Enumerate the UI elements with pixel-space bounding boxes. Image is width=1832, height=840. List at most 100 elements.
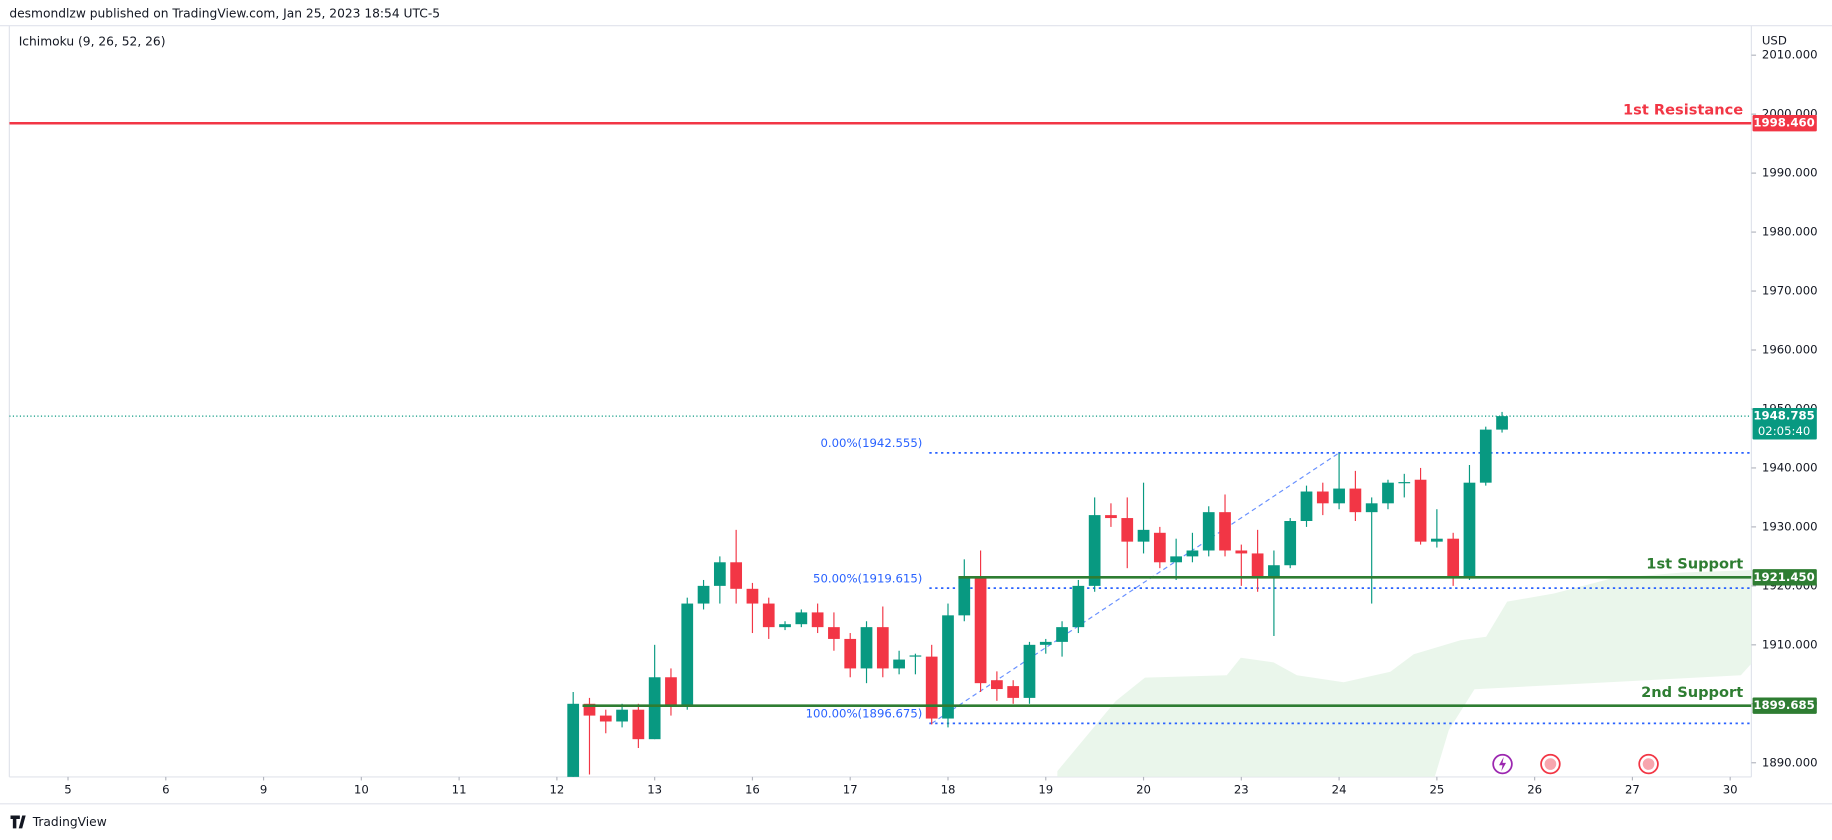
- level-name: 1st Resistance: [1623, 101, 1743, 118]
- price-badge: [1752, 697, 1817, 714]
- candle-body: [1072, 585, 1085, 628]
- price-badge: [1752, 115, 1817, 132]
- plot-area: [9, 121, 1752, 777]
- y-tick-label: 2010.000: [1762, 48, 1818, 62]
- candle-body: [1447, 538, 1460, 578]
- candle-body: [1333, 488, 1345, 504]
- x-tick-label: 20: [1136, 782, 1151, 796]
- candle-body: [1153, 532, 1166, 563]
- candle-body: [1284, 521, 1297, 566]
- candle-body: [713, 562, 726, 586]
- level-name: 1st Support: [1646, 555, 1743, 572]
- candle-body: [567, 703, 580, 777]
- header: desmondlzw published on TradingView.com,…: [9, 7, 440, 21]
- x-tick-label: 16: [745, 782, 760, 796]
- x-tick-label: 26: [1527, 782, 1542, 796]
- x-tick-label: 25: [1429, 782, 1444, 796]
- candle-body: [925, 656, 938, 719]
- candle-body: [828, 627, 840, 639]
- candle-body: [1251, 553, 1264, 578]
- event-icon-glyph: [1499, 757, 1507, 772]
- x-tick-label: 27: [1625, 782, 1640, 796]
- candle-body: [1105, 515, 1117, 519]
- x-tick-label: 13: [647, 782, 662, 796]
- x-tick-label: 5: [64, 782, 71, 796]
- candle-body: [909, 655, 922, 657]
- candle-body: [599, 715, 612, 722]
- candle-body: [1121, 518, 1134, 542]
- indicator-label: Ichimoku (9, 26, 52, 26): [19, 35, 166, 49]
- price-badge-label: 1921.450: [1753, 570, 1814, 584]
- candle-body: [665, 677, 677, 707]
- price-badge-label: 1998.460: [1753, 116, 1814, 130]
- y-tick-label: 1970.000: [1762, 284, 1818, 298]
- candle-body: [1365, 503, 1378, 513]
- fib-label: 100.00%(1896.675): [806, 707, 923, 721]
- candle-body: [991, 680, 1003, 690]
- event-icons: [1492, 753, 1659, 775]
- level-name: 2nd Support: [1641, 684, 1743, 701]
- candle-body: [1414, 479, 1427, 542]
- ichimoku-cloud: [1057, 570, 1752, 777]
- candle-body: [730, 562, 743, 589]
- x-tick-label: 23: [1234, 782, 1249, 796]
- candle-body: [893, 659, 905, 669]
- candle-body: [876, 627, 889, 669]
- fib-label: 0.00%(1942.555): [820, 436, 922, 450]
- candle-body: [1496, 416, 1508, 430]
- candle-body: [1088, 515, 1101, 586]
- candle-body: [1170, 556, 1183, 563]
- y-tick-label: 1980.000: [1762, 225, 1818, 239]
- x-tick-label: 10: [354, 782, 369, 796]
- x-tick-label: 19: [1038, 782, 1053, 796]
- fib-label: 50.00%(1919.615): [813, 571, 922, 585]
- candle-body: [1219, 512, 1231, 551]
- candle-body: [1349, 488, 1362, 513]
- brand: TradingView: [32, 815, 107, 829]
- candle-body: [811, 612, 824, 628]
- candle-body: [844, 638, 857, 669]
- candle-body: [1023, 644, 1036, 698]
- price-badge: [1752, 569, 1817, 586]
- y-tick-label: 1990.000: [1762, 166, 1818, 180]
- cloud-area: [1057, 570, 1752, 777]
- x-tick-label: 24: [1332, 782, 1347, 796]
- candle-body: [974, 577, 987, 684]
- candle-body: [1007, 686, 1020, 698]
- candle-body: [632, 709, 645, 740]
- candle-body: [1316, 491, 1329, 504]
- candle-body: [648, 677, 661, 740]
- candle-body: [1431, 538, 1443, 542]
- candle-body: [1382, 482, 1394, 504]
- candle-body: [1268, 565, 1280, 578]
- candle-body: [942, 615, 954, 719]
- candle-body: [1479, 429, 1492, 483]
- event-icon-flag: [1642, 758, 1655, 770]
- price-badge-label: 1899.685: [1753, 698, 1814, 712]
- candle-body: [779, 624, 791, 628]
- candle-body: [681, 603, 694, 707]
- currency: USD: [1762, 33, 1787, 47]
- last-price-label: 1948.785: [1753, 409, 1814, 423]
- x-tick-label: 18: [941, 782, 956, 796]
- candle-body: [1398, 482, 1411, 484]
- x-tick-label: 9: [260, 782, 267, 796]
- y-tick-label: 1890.000: [1762, 755, 1818, 769]
- candle-body: [616, 709, 628, 722]
- last-price-badge: [1752, 407, 1817, 440]
- x-tick-label: 6: [162, 782, 169, 796]
- candle-body: [583, 703, 596, 716]
- candle-body: [1235, 550, 1248, 554]
- countdown-label: 02:05:40: [1758, 424, 1810, 438]
- candle-body: [1300, 491, 1313, 522]
- candle-body: [860, 627, 873, 669]
- x-tick-label: 12: [549, 782, 564, 796]
- candle-body: [1137, 529, 1150, 542]
- candle-body: [958, 577, 971, 616]
- x-tick-label: 17: [843, 782, 858, 796]
- candle-body: [1186, 550, 1199, 557]
- candle-body: [697, 585, 710, 604]
- candle-body: [746, 588, 759, 604]
